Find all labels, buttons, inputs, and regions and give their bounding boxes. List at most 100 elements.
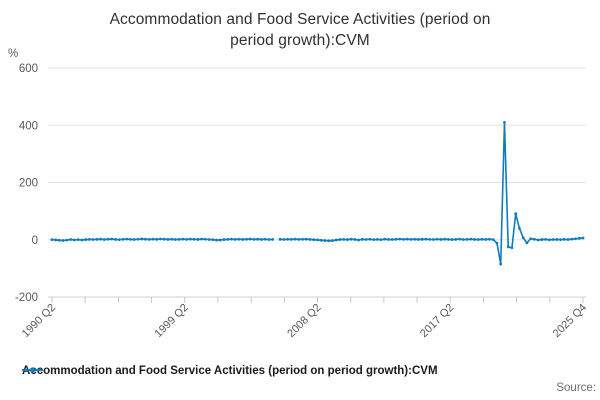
data-point-marker [308,238,312,241]
data-point-marker [375,238,379,241]
data-point-marker [177,237,181,241]
data-point-marker [420,237,424,241]
x-tick-label: 2008 Q2 [285,302,323,340]
title-line-2: period growth):CVM [230,32,370,49]
page-title: Accommodation and Food Service Activitie… [0,9,600,51]
data-point-marker [87,238,91,241]
data-point-marker [132,238,136,241]
data-point-marker [413,237,417,241]
data-point-marker [529,237,533,241]
legend-marker-dot [29,367,36,373]
data-point-marker [155,237,159,241]
data-point-marker [188,237,192,241]
data-point-marker [136,237,140,241]
data-point-marker [151,237,155,241]
data-point-marker [121,237,125,241]
data-point-marker [245,237,248,241]
data-point-marker [532,237,536,241]
data-point-marker [387,238,390,241]
data-point-marker [312,238,316,242]
data-point-marker [353,238,357,241]
data-point-marker [506,245,510,249]
data-point-marker [271,238,275,241]
series-line [51,121,584,265]
data-point-marker [525,241,529,245]
data-point-marker [514,212,518,216]
y-tick-label: -200 [15,292,38,304]
source-label: Source: [556,382,596,394]
data-point-marker [286,237,289,241]
data-point-marker [349,237,353,241]
data-point-marker [435,237,439,241]
data-point-marker [181,237,185,241]
data-point-marker [316,238,319,242]
data-point-marker [222,238,226,241]
data-point-marker [319,238,323,242]
x-tick-label: 1999 Q2 [153,302,191,340]
data-point-marker [50,238,54,242]
data-point-marker [495,241,499,245]
data-point-marker [140,237,144,241]
data-point-marker [129,237,132,241]
data-point-marker [215,238,218,242]
data-point-marker [166,238,170,241]
data-point-marker [61,239,65,242]
data-point-marker [237,237,241,241]
y-tick-label: 600 [19,63,38,75]
data-point-marker [110,237,114,241]
data-point-marker [454,237,458,241]
data-point-marker [461,238,465,241]
data-point-marker [147,238,151,241]
data-point-marker [282,238,286,241]
data-point-marker [562,237,566,241]
data-point-marker [428,237,432,241]
data-point-marker [484,238,488,241]
data-point-marker [218,238,222,242]
data-point-marker [69,238,73,241]
data-point-marker [424,237,428,241]
data-point-marker [476,238,480,241]
data-point-marker [159,237,162,241]
data-point-marker [521,236,525,240]
data-point-marker [360,237,364,241]
data-point-marker [577,236,581,240]
data-point-marker [65,238,69,242]
data-point-marker [304,237,308,241]
data-point-marker [323,239,327,242]
data-point-marker [114,238,117,241]
data-point-marker [499,262,503,266]
data-point-marker [547,238,551,242]
data-point-marker [402,237,405,241]
y-tick-label: 200 [19,178,38,190]
data-point-marker [480,237,484,241]
data-point-marker [73,238,76,242]
data-point-marker [58,238,61,242]
data-point-marker [91,238,95,241]
data-point-marker [170,237,174,241]
data-point-marker [574,237,577,241]
data-point-marker [331,239,334,242]
data-point-marker [241,238,245,241]
data-point-marker [338,238,342,241]
data-point-marker [106,237,110,241]
data-point-marker [368,237,372,241]
data-point-marker [443,237,447,241]
data-point-marker [174,238,177,241]
data-point-marker [99,237,103,241]
data-point-marker [383,237,387,241]
x-tick-label: 2017 Q2 [418,302,456,340]
data-point-marker [54,238,58,242]
data-point-marker [267,238,271,241]
data-point-marker [346,238,349,241]
title-line-1: Accommodation and Food Service Activitie… [109,11,491,28]
data-point-marker [203,237,207,241]
data-point-marker [192,237,196,241]
data-point-marker [559,238,562,242]
data-point-marker [446,238,450,241]
legend: Accommodation and Food Service Activitie… [22,365,590,377]
data-point-marker [570,237,574,241]
data-point-marker [207,238,211,241]
data-point-marker [488,237,491,241]
data-point-marker [469,237,473,241]
data-point-marker [503,120,506,124]
